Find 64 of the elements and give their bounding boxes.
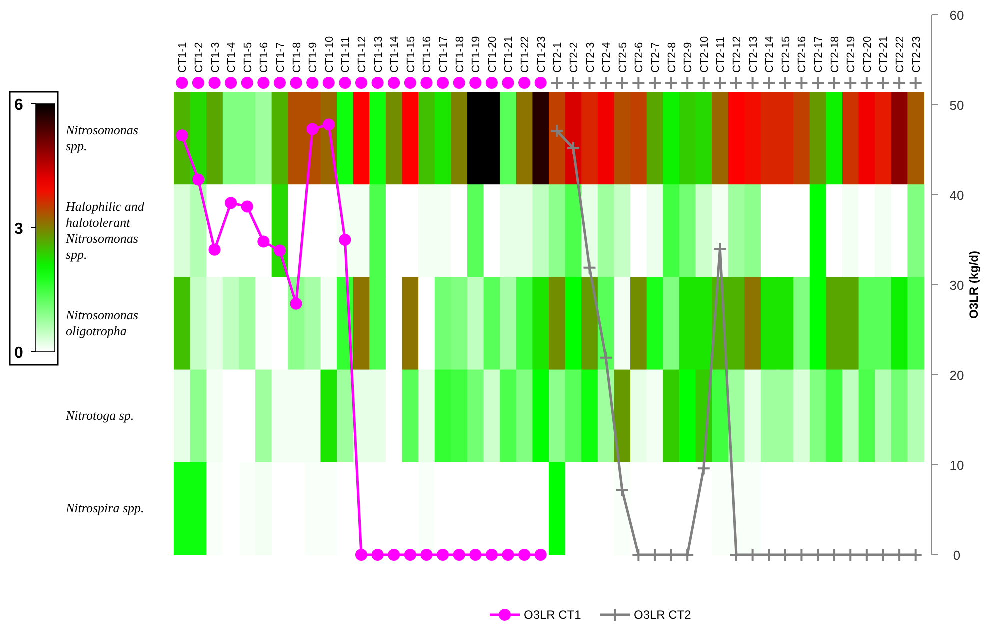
x-tick-label: CT1-21 bbox=[503, 36, 516, 73]
x-tick-label: CT2-10 bbox=[698, 36, 711, 73]
y-tick-label: Halophilic and halotolerant Nitrosomonas spp. bbox=[65, 198, 145, 262]
y2-axis-title: O3LR (kg/d) bbox=[967, 251, 981, 319]
x-tick-label: CT1-1 bbox=[177, 42, 190, 73]
x-tick-label: CT2-16 bbox=[796, 36, 809, 73]
x-tick-label: CT1-7 bbox=[274, 42, 287, 73]
x-tick-label: CT1-13 bbox=[372, 36, 385, 73]
x-tick-label: CT2-20 bbox=[862, 36, 874, 73]
x-tick-label: CT2-22 bbox=[894, 36, 907, 73]
legend-label: O3LR CT1 bbox=[524, 608, 582, 622]
x-tick-label: CT2-17 bbox=[813, 36, 826, 73]
x-tick-label: CT1-9 bbox=[308, 42, 320, 73]
x-tick-label: CT1-17 bbox=[438, 36, 450, 73]
x-tick-label: CT1-23 bbox=[536, 36, 548, 73]
x-tick-label: CT1-15 bbox=[405, 36, 418, 73]
x-tick-label: CT1-5 bbox=[242, 42, 254, 73]
x-tick-label: CT2-3 bbox=[584, 42, 597, 73]
y-tick-label: Nitrosomonas spp. bbox=[65, 122, 138, 154]
x-tick-label: CT1-16 bbox=[422, 36, 434, 73]
x-tick-label: CT1-3 bbox=[210, 42, 222, 73]
x-tick-label: CT2-11 bbox=[715, 37, 728, 73]
x-tick-label: CT2-21 bbox=[878, 36, 890, 73]
x-tick-label: CT1-6 bbox=[258, 42, 271, 73]
x-tick-label: CT1-18 bbox=[454, 36, 466, 73]
x-tick-label: CT2-14 bbox=[764, 36, 776, 73]
x-tick-label: CT2-19 bbox=[846, 36, 858, 73]
y2-tick-label: 20 bbox=[950, 368, 964, 383]
legend-label: O3LR CT2 bbox=[634, 608, 692, 622]
x-tick-label: CT1-2 bbox=[193, 42, 206, 73]
x-tick-label: CT2-12 bbox=[732, 36, 744, 73]
y-tick-label: Nitrotoga sp. bbox=[65, 408, 134, 424]
x-tick-label: CT2-18 bbox=[829, 36, 842, 73]
x-tick-label: CT1-12 bbox=[356, 36, 368, 73]
y2-tick-label: 60 bbox=[950, 8, 964, 23]
x-tick-label: CT2-2 bbox=[568, 42, 580, 73]
color-bar-label: 3 bbox=[14, 221, 24, 238]
x-tick-label: CT2-15 bbox=[780, 36, 792, 73]
color-bar-label: 6 bbox=[14, 97, 24, 114]
x-tick-label: CT2-9 bbox=[682, 42, 695, 73]
x-tick-label: CT1-20 bbox=[486, 36, 499, 73]
x-tick-label: CT2-4 bbox=[601, 42, 614, 73]
x-tick-label: CT2-1 bbox=[552, 42, 564, 73]
y2-tick-label: 40 bbox=[950, 188, 964, 203]
x-tick-label: CT1-22 bbox=[520, 36, 532, 73]
y2-tick-label: 30 bbox=[950, 278, 964, 293]
y-tick-label: Nitrosomonas oligotropha bbox=[65, 308, 138, 338]
x-tick-label: CT1-19 bbox=[470, 36, 483, 73]
x-tick-label: CT2-13 bbox=[748, 36, 760, 73]
x-tick-label: CT2-8 bbox=[666, 42, 678, 73]
x-tick-label: CT2-5 bbox=[617, 42, 630, 73]
y2-tick-label: 10 bbox=[950, 458, 964, 473]
y2-tick-label: 0 bbox=[953, 548, 961, 563]
x-tick-label: CT2-6 bbox=[634, 42, 646, 73]
x-tick-label: CT1-4 bbox=[226, 42, 238, 73]
x-tick-label: CT1-11 bbox=[340, 37, 352, 73]
x-tick-label: CT2-7 bbox=[650, 42, 662, 73]
y-tick-label: Nitrospira spp. bbox=[65, 500, 144, 516]
x-tick-label: CT1-10 bbox=[324, 36, 336, 73]
x-tick-label: CT1-14 bbox=[389, 36, 402, 73]
y2-tick-label: 50 bbox=[950, 98, 964, 113]
x-tick-label: CT2-23 bbox=[910, 36, 923, 73]
x-tick-label: CT1-8 bbox=[291, 42, 304, 73]
color-bar-label: 0 bbox=[14, 345, 24, 362]
